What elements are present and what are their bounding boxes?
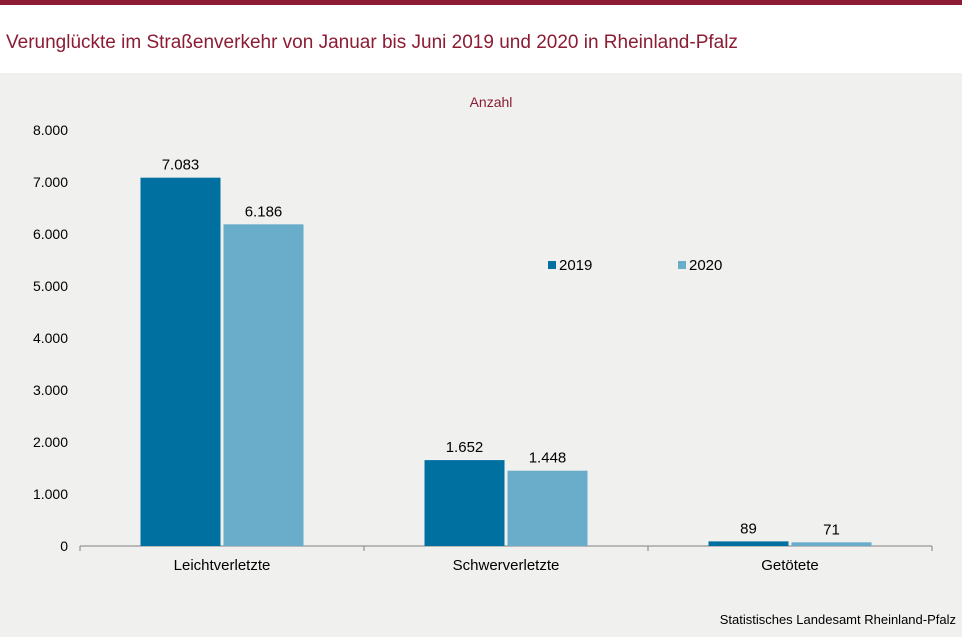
data-label: 89 [740,520,757,537]
y-tick-label: 8.000 [33,122,68,138]
bar-2019-0 [140,177,221,546]
bar-2019-1 [424,460,505,546]
x-tick-label: Schwerverletzte [453,557,560,574]
data-label: 7.083 [162,157,200,174]
x-tick-label: Leichtverletzte [174,557,271,574]
y-tick-label: 4.000 [33,330,68,346]
data-label: 71 [823,521,840,538]
bar-2020-0 [223,224,304,546]
source-note: Statistisches Landesamt Rheinland-Pfalz [719,612,956,627]
title-strip: Verunglückte im Straßenverkehr von Janua… [0,5,962,73]
bar-chart: Anzahl 0 1.000 2.000 3.000 4.000 5.000 6.000 7.0… [33,94,933,574]
chart-title: Verunglückte im Straßenverkehr von Janua… [6,32,738,53]
legend-swatch-2020 [678,261,686,269]
legend-label-2020: 2020 [689,257,722,274]
x-tick-label: Getötete [761,557,819,574]
y-tick-label: 0 [60,538,68,554]
bar-2019-2 [708,541,789,546]
data-label: 1.652 [446,439,484,456]
y-axis-label: Anzahl [470,94,513,110]
bar-2020-1 [507,470,588,546]
y-tick-label: 1.000 [33,486,68,502]
chart-area: Anzahl 0 1.000 2.000 3.000 4.000 5.000 6.000 7.0… [0,84,962,632]
legend-label-2019: 2019 [559,257,592,274]
y-tick-label: 6.000 [33,226,68,242]
legend-swatch-2019 [548,261,556,269]
y-tick-label: 3.000 [33,382,68,398]
y-tick-label: 2.000 [33,434,68,450]
bar-2020-2 [791,542,872,546]
data-label: 1.448 [529,450,567,467]
y-tick-label: 5.000 [33,278,68,294]
y-tick-label: 7.000 [33,174,68,190]
data-label: 6.186 [245,203,283,220]
top-accent-bar [0,0,962,5]
